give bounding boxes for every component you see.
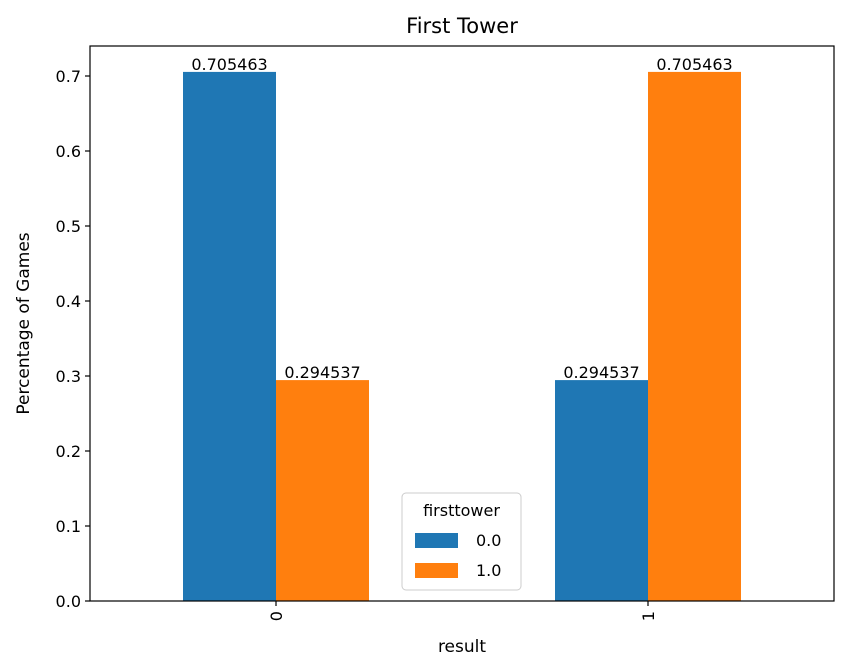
- y-tick-label: 0.6: [56, 142, 81, 161]
- plot-frame: [89, 45, 835, 602]
- legend-label-1: 1.0: [476, 561, 501, 580]
- y-tick-label: 0.7: [56, 67, 81, 86]
- bar-s1-c0: [276, 380, 369, 601]
- y-tick-label: 0.0: [56, 592, 81, 611]
- y-tick-label: 0.1: [56, 517, 81, 536]
- legend: firsttower 0.0 1.0: [401, 492, 522, 591]
- bar-value-label: 0.294537: [563, 363, 639, 382]
- bar-value-label: 0.705463: [656, 55, 732, 74]
- legend-swatch-0: [415, 533, 458, 548]
- y-tick-label: 0.3: [56, 367, 81, 386]
- bar-s0-c1: [555, 380, 648, 601]
- y-tick-label: 0.4: [56, 292, 81, 311]
- bar-value-label: 0.294537: [284, 363, 360, 382]
- bar-value-label: 0.705463: [191, 55, 267, 74]
- x-tick-label: 0: [267, 611, 286, 621]
- chart-title: First Tower: [406, 14, 518, 38]
- x-axis-label: result: [438, 637, 486, 657]
- bar-labels: 0.705463 0.294537 0.294537 0.705463: [191, 55, 732, 382]
- legend-swatch-1: [415, 563, 458, 578]
- bar-s1-c1: [648, 71, 741, 601]
- y-axis-label: Percentage of Games: [14, 232, 34, 414]
- legend-title: firsttower: [423, 501, 500, 520]
- y-axis: 0.0 0.1 0.2 0.3 0.4 0.5 0.6 0.7: [56, 67, 90, 611]
- x-tick-label: 1: [639, 611, 658, 621]
- bars: [183, 71, 741, 601]
- bar-s0-c0: [183, 71, 276, 601]
- y-tick-label: 0.2: [56, 442, 81, 461]
- y-tick-label: 0.5: [56, 217, 81, 236]
- legend-label-0: 0.0: [476, 531, 501, 550]
